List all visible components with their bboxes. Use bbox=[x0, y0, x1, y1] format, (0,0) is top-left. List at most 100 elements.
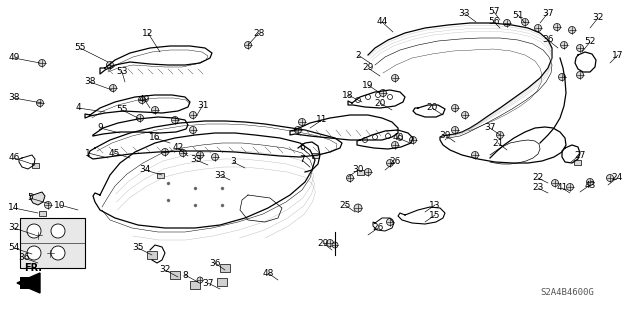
Circle shape bbox=[372, 135, 378, 139]
Text: 8: 8 bbox=[182, 271, 188, 279]
Text: 38: 38 bbox=[8, 93, 20, 102]
Circle shape bbox=[152, 107, 159, 114]
Circle shape bbox=[451, 105, 458, 112]
Text: 34: 34 bbox=[140, 166, 150, 174]
Text: 32: 32 bbox=[159, 265, 171, 275]
Text: 29: 29 bbox=[362, 63, 374, 72]
Text: 49: 49 bbox=[8, 54, 20, 63]
Circle shape bbox=[172, 116, 179, 123]
Circle shape bbox=[45, 202, 51, 209]
Text: 7: 7 bbox=[299, 155, 305, 165]
Bar bbox=[147, 251, 157, 259]
Text: 13: 13 bbox=[429, 201, 441, 210]
Circle shape bbox=[161, 149, 168, 155]
Circle shape bbox=[566, 183, 573, 190]
Circle shape bbox=[385, 133, 390, 138]
Circle shape bbox=[35, 232, 42, 239]
Text: 32: 32 bbox=[8, 224, 20, 233]
Text: 55: 55 bbox=[74, 43, 86, 53]
Circle shape bbox=[136, 115, 143, 122]
Text: 25: 25 bbox=[339, 201, 351, 210]
Text: 51: 51 bbox=[512, 11, 524, 19]
Text: 4: 4 bbox=[75, 103, 81, 113]
Text: 37: 37 bbox=[202, 278, 214, 287]
Circle shape bbox=[392, 75, 399, 81]
Text: 43: 43 bbox=[584, 181, 596, 189]
Text: 11: 11 bbox=[316, 115, 328, 124]
Text: 27: 27 bbox=[574, 151, 586, 160]
Text: 9: 9 bbox=[97, 123, 103, 132]
Bar bbox=[38, 211, 45, 216]
Circle shape bbox=[51, 246, 65, 260]
Text: 10: 10 bbox=[54, 201, 66, 210]
Text: 2: 2 bbox=[355, 50, 361, 60]
Circle shape bbox=[397, 136, 403, 140]
Text: 36: 36 bbox=[209, 258, 221, 268]
Text: 14: 14 bbox=[8, 204, 20, 212]
Text: 20: 20 bbox=[426, 103, 438, 113]
Circle shape bbox=[294, 127, 301, 133]
Circle shape bbox=[497, 131, 504, 138]
Bar bbox=[217, 278, 227, 286]
Circle shape bbox=[196, 152, 204, 159]
Circle shape bbox=[387, 94, 392, 100]
Polygon shape bbox=[30, 192, 45, 205]
Text: 45: 45 bbox=[108, 149, 120, 158]
Text: 36: 36 bbox=[19, 254, 29, 263]
Text: 19: 19 bbox=[362, 80, 374, 90]
Bar bbox=[157, 173, 163, 177]
Text: 44: 44 bbox=[376, 18, 388, 26]
Circle shape bbox=[189, 112, 196, 118]
Circle shape bbox=[138, 97, 145, 103]
Circle shape bbox=[51, 224, 65, 238]
Bar bbox=[170, 271, 180, 279]
Circle shape bbox=[559, 73, 566, 80]
Text: 42: 42 bbox=[172, 144, 184, 152]
Text: 21: 21 bbox=[492, 138, 504, 147]
Circle shape bbox=[38, 60, 45, 66]
Text: 33: 33 bbox=[458, 9, 470, 18]
Circle shape bbox=[504, 19, 511, 26]
Text: S2A4B4600G: S2A4B4600G bbox=[540, 288, 594, 297]
Circle shape bbox=[332, 242, 338, 248]
Text: 3: 3 bbox=[230, 158, 236, 167]
Text: 33: 33 bbox=[190, 155, 202, 165]
Circle shape bbox=[27, 246, 41, 260]
Text: 12: 12 bbox=[142, 28, 154, 38]
Text: 6: 6 bbox=[299, 144, 305, 152]
Text: 16: 16 bbox=[149, 133, 161, 143]
Text: 28: 28 bbox=[253, 28, 265, 38]
Bar bbox=[190, 281, 200, 289]
Circle shape bbox=[387, 160, 394, 167]
Text: 38: 38 bbox=[84, 78, 96, 86]
Bar bbox=[356, 169, 364, 174]
Bar bbox=[312, 152, 319, 158]
Text: 15: 15 bbox=[429, 211, 441, 219]
Text: 37: 37 bbox=[542, 9, 554, 18]
Circle shape bbox=[577, 44, 584, 51]
Text: 49: 49 bbox=[138, 94, 150, 103]
Text: 39: 39 bbox=[439, 130, 451, 139]
Bar bbox=[31, 162, 38, 167]
Bar bbox=[20, 277, 40, 289]
Text: 20: 20 bbox=[374, 99, 386, 108]
Text: 37: 37 bbox=[484, 123, 496, 132]
Circle shape bbox=[109, 85, 116, 92]
Circle shape bbox=[376, 93, 381, 98]
Bar bbox=[20, 218, 85, 268]
Circle shape bbox=[392, 142, 399, 149]
Circle shape bbox=[179, 150, 186, 157]
Text: 40: 40 bbox=[392, 133, 404, 143]
Circle shape bbox=[586, 179, 593, 186]
Text: 54: 54 bbox=[8, 243, 20, 253]
Text: 53: 53 bbox=[116, 68, 128, 77]
Circle shape bbox=[451, 127, 458, 133]
Text: 30: 30 bbox=[352, 166, 364, 174]
Circle shape bbox=[568, 26, 575, 33]
Circle shape bbox=[189, 127, 196, 133]
Circle shape bbox=[534, 25, 541, 32]
Bar bbox=[573, 160, 580, 165]
Text: 48: 48 bbox=[262, 269, 274, 278]
Circle shape bbox=[355, 98, 360, 102]
Text: 18: 18 bbox=[342, 91, 354, 100]
